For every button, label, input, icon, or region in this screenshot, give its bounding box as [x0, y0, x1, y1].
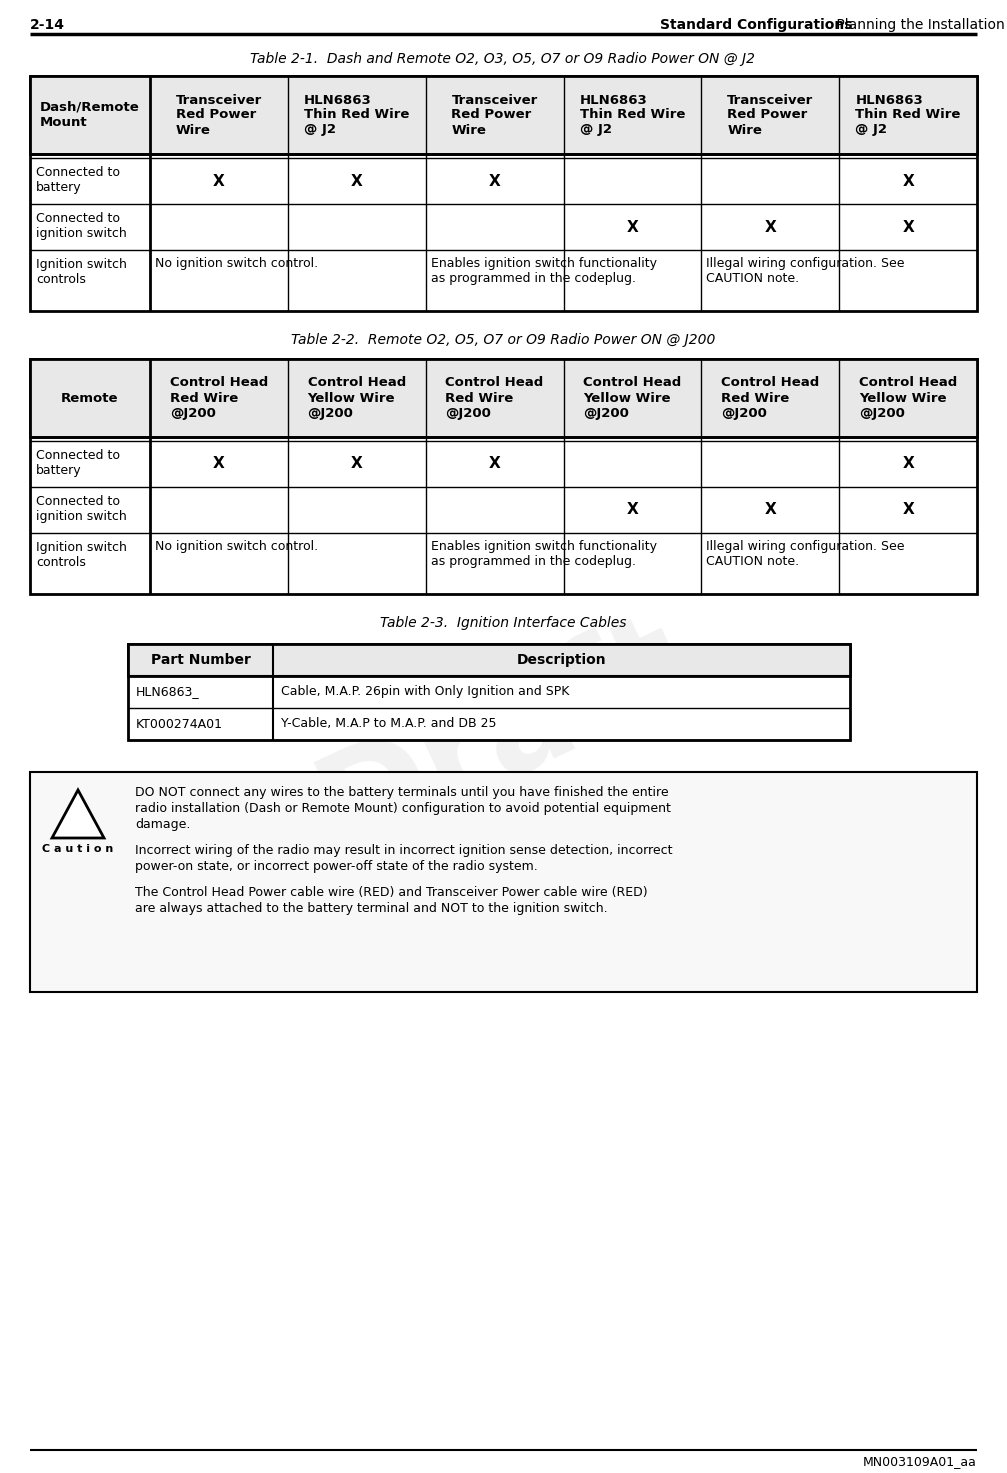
Text: Table 2-2.  Remote O2, O5, O7 or O9 Radio Power ON @ J200: Table 2-2. Remote O2, O5, O7 or O9 Radio…	[291, 333, 715, 348]
Text: X: X	[902, 174, 914, 189]
Text: Illegal wiring configuration. See
CAUTION note.: Illegal wiring configuration. See CAUTIO…	[706, 256, 905, 284]
Bar	[30, 77, 977, 155]
Text: Dash/Remote
Mount: Dash/Remote Mount	[40, 102, 140, 130]
Bar	[128, 644, 850, 739]
Text: Y-Cable, M.A.P to M.A.P. and DB 25: Y-Cable, M.A.P to M.A.P. and DB 25	[281, 717, 496, 731]
Text: Draft: Draft	[299, 595, 707, 876]
Text: HLN6863_: HLN6863_	[136, 685, 199, 698]
Text: Cable, M.A.P. 26pin with Only Ignition and SPK: Cable, M.A.P. 26pin with Only Ignition a…	[281, 685, 569, 698]
Text: Description: Description	[517, 653, 606, 667]
Text: X: X	[626, 219, 638, 234]
Text: X: X	[488, 174, 500, 189]
Text: Connected to
battery: Connected to battery	[36, 449, 120, 477]
Text: Table 2-3.  Ignition Interface Cables: Table 2-3. Ignition Interface Cables	[380, 616, 626, 630]
Text: X: X	[350, 174, 363, 189]
Text: 2-14: 2-14	[30, 18, 65, 32]
Text: Table 2-1.  Dash and Remote O2, O3, O5, O7 or O9 Radio Power ON @ J2: Table 2-1. Dash and Remote O2, O3, O5, O…	[251, 52, 755, 66]
Text: Planning the Installation: Planning the Installation	[832, 18, 1005, 32]
Polygon shape	[52, 790, 104, 838]
Text: are always attached to the battery terminal and NOT to the ignition switch.: are always attached to the battery termi…	[135, 901, 607, 915]
Text: X: X	[626, 502, 638, 517]
Text: power-on state, or incorrect power-off state of the radio system.: power-on state, or incorrect power-off s…	[135, 860, 538, 873]
Text: X: X	[488, 457, 500, 471]
Text: HLN6863
Thin Red Wire
@ J2: HLN6863 Thin Red Wire @ J2	[304, 93, 410, 137]
Text: Illegal wiring configuration. See
CAUTION note.: Illegal wiring configuration. See CAUTIO…	[706, 541, 905, 569]
Text: Incorrect wiring of the radio may result in incorrect ignition sense detection, : Incorrect wiring of the radio may result…	[135, 844, 673, 857]
Text: X: X	[764, 219, 776, 234]
Text: Ignition switch
controls: Ignition switch controls	[36, 258, 127, 286]
Text: Control Head
Yellow Wire
@J200: Control Head Yellow Wire @J200	[583, 377, 682, 420]
Text: KT000274A01: KT000274A01	[136, 717, 223, 731]
Text: Transceiver
Red Power
Wire: Transceiver Red Power Wire	[451, 93, 538, 137]
Text: C a u t i o n: C a u t i o n	[42, 844, 114, 854]
Bar	[30, 359, 977, 437]
Text: Transceiver
Red Power
Wire: Transceiver Red Power Wire	[727, 93, 814, 137]
Text: MN003109A01_aa: MN003109A01_aa	[863, 1455, 977, 1469]
Text: Control Head
Red Wire
@J200: Control Head Red Wire @J200	[721, 377, 820, 420]
Text: X: X	[764, 502, 776, 517]
Bar	[30, 77, 977, 155]
Text: HLN6863
Thin Red Wire
@ J2: HLN6863 Thin Red Wire @ J2	[580, 93, 685, 137]
Text: No ignition switch control.: No ignition switch control.	[155, 541, 318, 552]
Text: DO NOT connect any wires to the battery terminals until you have finished the en: DO NOT connect any wires to the battery …	[135, 787, 669, 798]
Text: X: X	[350, 457, 363, 471]
Bar	[128, 644, 850, 676]
Bar	[30, 359, 977, 437]
Text: X: X	[213, 174, 225, 189]
Text: damage.: damage.	[135, 818, 190, 831]
Text: The Control Head Power cable wire (RED) and Transceiver Power cable wire (RED): The Control Head Power cable wire (RED) …	[135, 885, 648, 899]
Text: Transceiver
Red Power
Wire: Transceiver Red Power Wire	[176, 93, 262, 137]
Text: Connected to
ignition switch: Connected to ignition switch	[36, 212, 127, 240]
Text: Ignition switch
controls: Ignition switch controls	[36, 541, 127, 569]
Bar	[30, 77, 977, 311]
Text: Connected to
ignition switch: Connected to ignition switch	[36, 495, 127, 523]
Text: Control Head
Yellow Wire
@J200: Control Head Yellow Wire @J200	[307, 377, 406, 420]
Text: Part Number: Part Number	[151, 653, 251, 667]
Text: X: X	[902, 219, 914, 234]
Text: Enables ignition switch functionality
as programmed in the codeplug.: Enables ignition switch functionality as…	[431, 256, 657, 284]
Text: HLN6863
Thin Red Wire
@ J2: HLN6863 Thin Red Wire @ J2	[855, 93, 961, 137]
Text: Control Head
Red Wire
@J200: Control Head Red Wire @J200	[170, 377, 268, 420]
Bar	[30, 359, 977, 594]
Text: X: X	[213, 457, 225, 471]
Text: No ignition switch control.: No ignition switch control.	[155, 256, 318, 270]
Text: Standard Configurations: Standard Configurations	[660, 18, 853, 32]
Text: X: X	[902, 502, 914, 517]
Text: !: !	[73, 800, 83, 820]
Text: X: X	[902, 457, 914, 471]
Text: Control Head
Yellow Wire
@J200: Control Head Yellow Wire @J200	[859, 377, 958, 420]
Text: Remote: Remote	[61, 392, 119, 405]
Text: radio installation (Dash or Remote Mount) configuration to avoid potential equip: radio installation (Dash or Remote Mount…	[135, 801, 671, 815]
Bar	[30, 772, 977, 991]
Text: Control Head
Red Wire
@J200: Control Head Red Wire @J200	[445, 377, 544, 420]
Text: Enables ignition switch functionality
as programmed in the codeplug.: Enables ignition switch functionality as…	[431, 541, 657, 569]
Text: Connected to
battery: Connected to battery	[36, 166, 120, 194]
Bar	[128, 644, 850, 676]
